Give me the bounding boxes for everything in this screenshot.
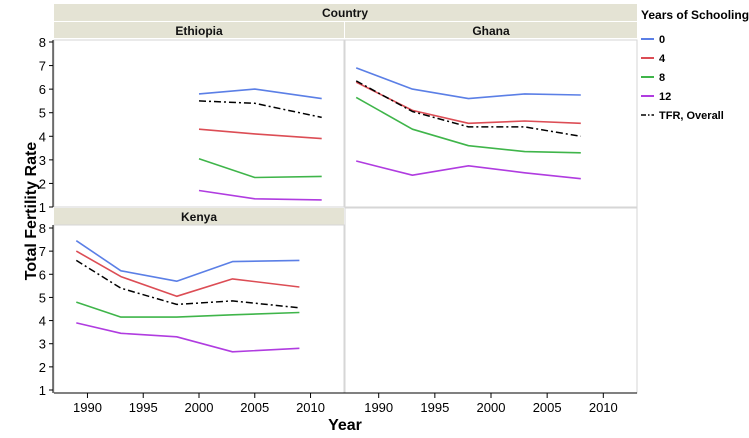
panel-title-ethiopia: Ethiopia [175, 24, 223, 38]
x-tick-label: 2000 [477, 400, 506, 415]
y-tick-label: 1 [39, 200, 46, 215]
series-line-ghana-12 [356, 160, 581, 180]
series-line-ethiopia-12 [198, 189, 322, 201]
panel-frame [344, 39, 638, 208]
axis-ticks: 1 2 3 4 5 6 7 8 1 2 3 4 5 6 7 8 1990 1995 2000 2005 2010 1990… [39, 35, 637, 415]
panel-header-bg [54, 208, 344, 225]
y-tick-label: 5 [39, 106, 46, 121]
y-axis-title: Total Fertility Rate [23, 142, 40, 280]
series-line-kenya-tfr-overall [75, 259, 300, 309]
x-tick-label: 2005 [533, 400, 562, 415]
x-tick-label: 1990 [73, 400, 102, 415]
series-line-ghana-8 [355, 96, 581, 154]
y-tick-label: 6 [39, 267, 46, 282]
panel-frame [53, 39, 345, 208]
panel-title-kenya: Kenya [181, 210, 217, 224]
series-line-kenya-8 [76, 301, 300, 318]
legend-label-12: 12 [659, 91, 671, 103]
y-tick-label: 5 [39, 290, 46, 305]
legend-label-tfr-overall: TFR, Overall [659, 110, 724, 122]
series-line-kenya-12 [76, 322, 300, 353]
series-line-ethiopia-4 [198, 128, 322, 140]
y-tick-label: 3 [39, 153, 46, 168]
series-line-ethiopia-8 [198, 157, 322, 179]
panel-ghana: Ghana [344, 22, 638, 208]
panel-kenya: Kenya [53, 208, 345, 394]
legend-label-4: 4 [659, 53, 666, 65]
series-line-ethiopia-0 [198, 88, 322, 100]
legend: Years of Schooling 0 4 8 12 TFR, Overall [641, 8, 749, 122]
panel-header-bg [54, 22, 344, 38]
x-tick-label: 2010 [296, 400, 325, 415]
y-tick-label: 8 [39, 35, 46, 50]
y-tick-label: 1 [39, 383, 46, 398]
x-tick-label: 2010 [589, 400, 618, 415]
facet-header-label: Country [322, 6, 368, 20]
y-tick-label: 8 [39, 221, 46, 236]
x-tick-label: 2000 [185, 400, 214, 415]
legend-label-8: 8 [659, 72, 665, 84]
y-tick-label: 2 [39, 360, 46, 375]
x-tick-label: 1990 [364, 400, 393, 415]
panel-title-ghana: Ghana [472, 24, 510, 38]
series-line-kenya-4 [75, 250, 300, 298]
facet-header-bg [54, 4, 637, 21]
x-tick-label: 1995 [420, 400, 449, 415]
y-tick-label: 4 [39, 314, 46, 329]
y-tick-label: 7 [39, 59, 46, 74]
empty-panel [344, 207, 638, 394]
legend-title: Years of Schooling [641, 8, 749, 22]
series-line-ghana-tfr-overall [355, 80, 581, 138]
x-tick-label: 1995 [129, 400, 158, 415]
panel-header-bg [345, 22, 637, 38]
y-tick-label: 3 [39, 337, 46, 352]
series-line-kenya-0 [75, 240, 300, 283]
panel-ethiopia: Ethiopia [53, 22, 345, 208]
series-line-ethiopia-tfr-overall [198, 100, 322, 119]
legend-label-0: 0 [659, 34, 665, 46]
y-tick-label: 6 [39, 82, 46, 97]
series-line-ghana-0 [355, 67, 581, 100]
panels: Ethiopia Ghana Kenya [53, 22, 638, 394]
y-tick-label: 4 [39, 129, 46, 144]
x-tick-label: 2005 [240, 400, 269, 415]
y-tick-label: 7 [39, 244, 46, 259]
x-axis-title: Year [328, 417, 362, 434]
y-tick-label: 2 [39, 176, 46, 191]
series-line-ghana-4 [355, 81, 581, 125]
